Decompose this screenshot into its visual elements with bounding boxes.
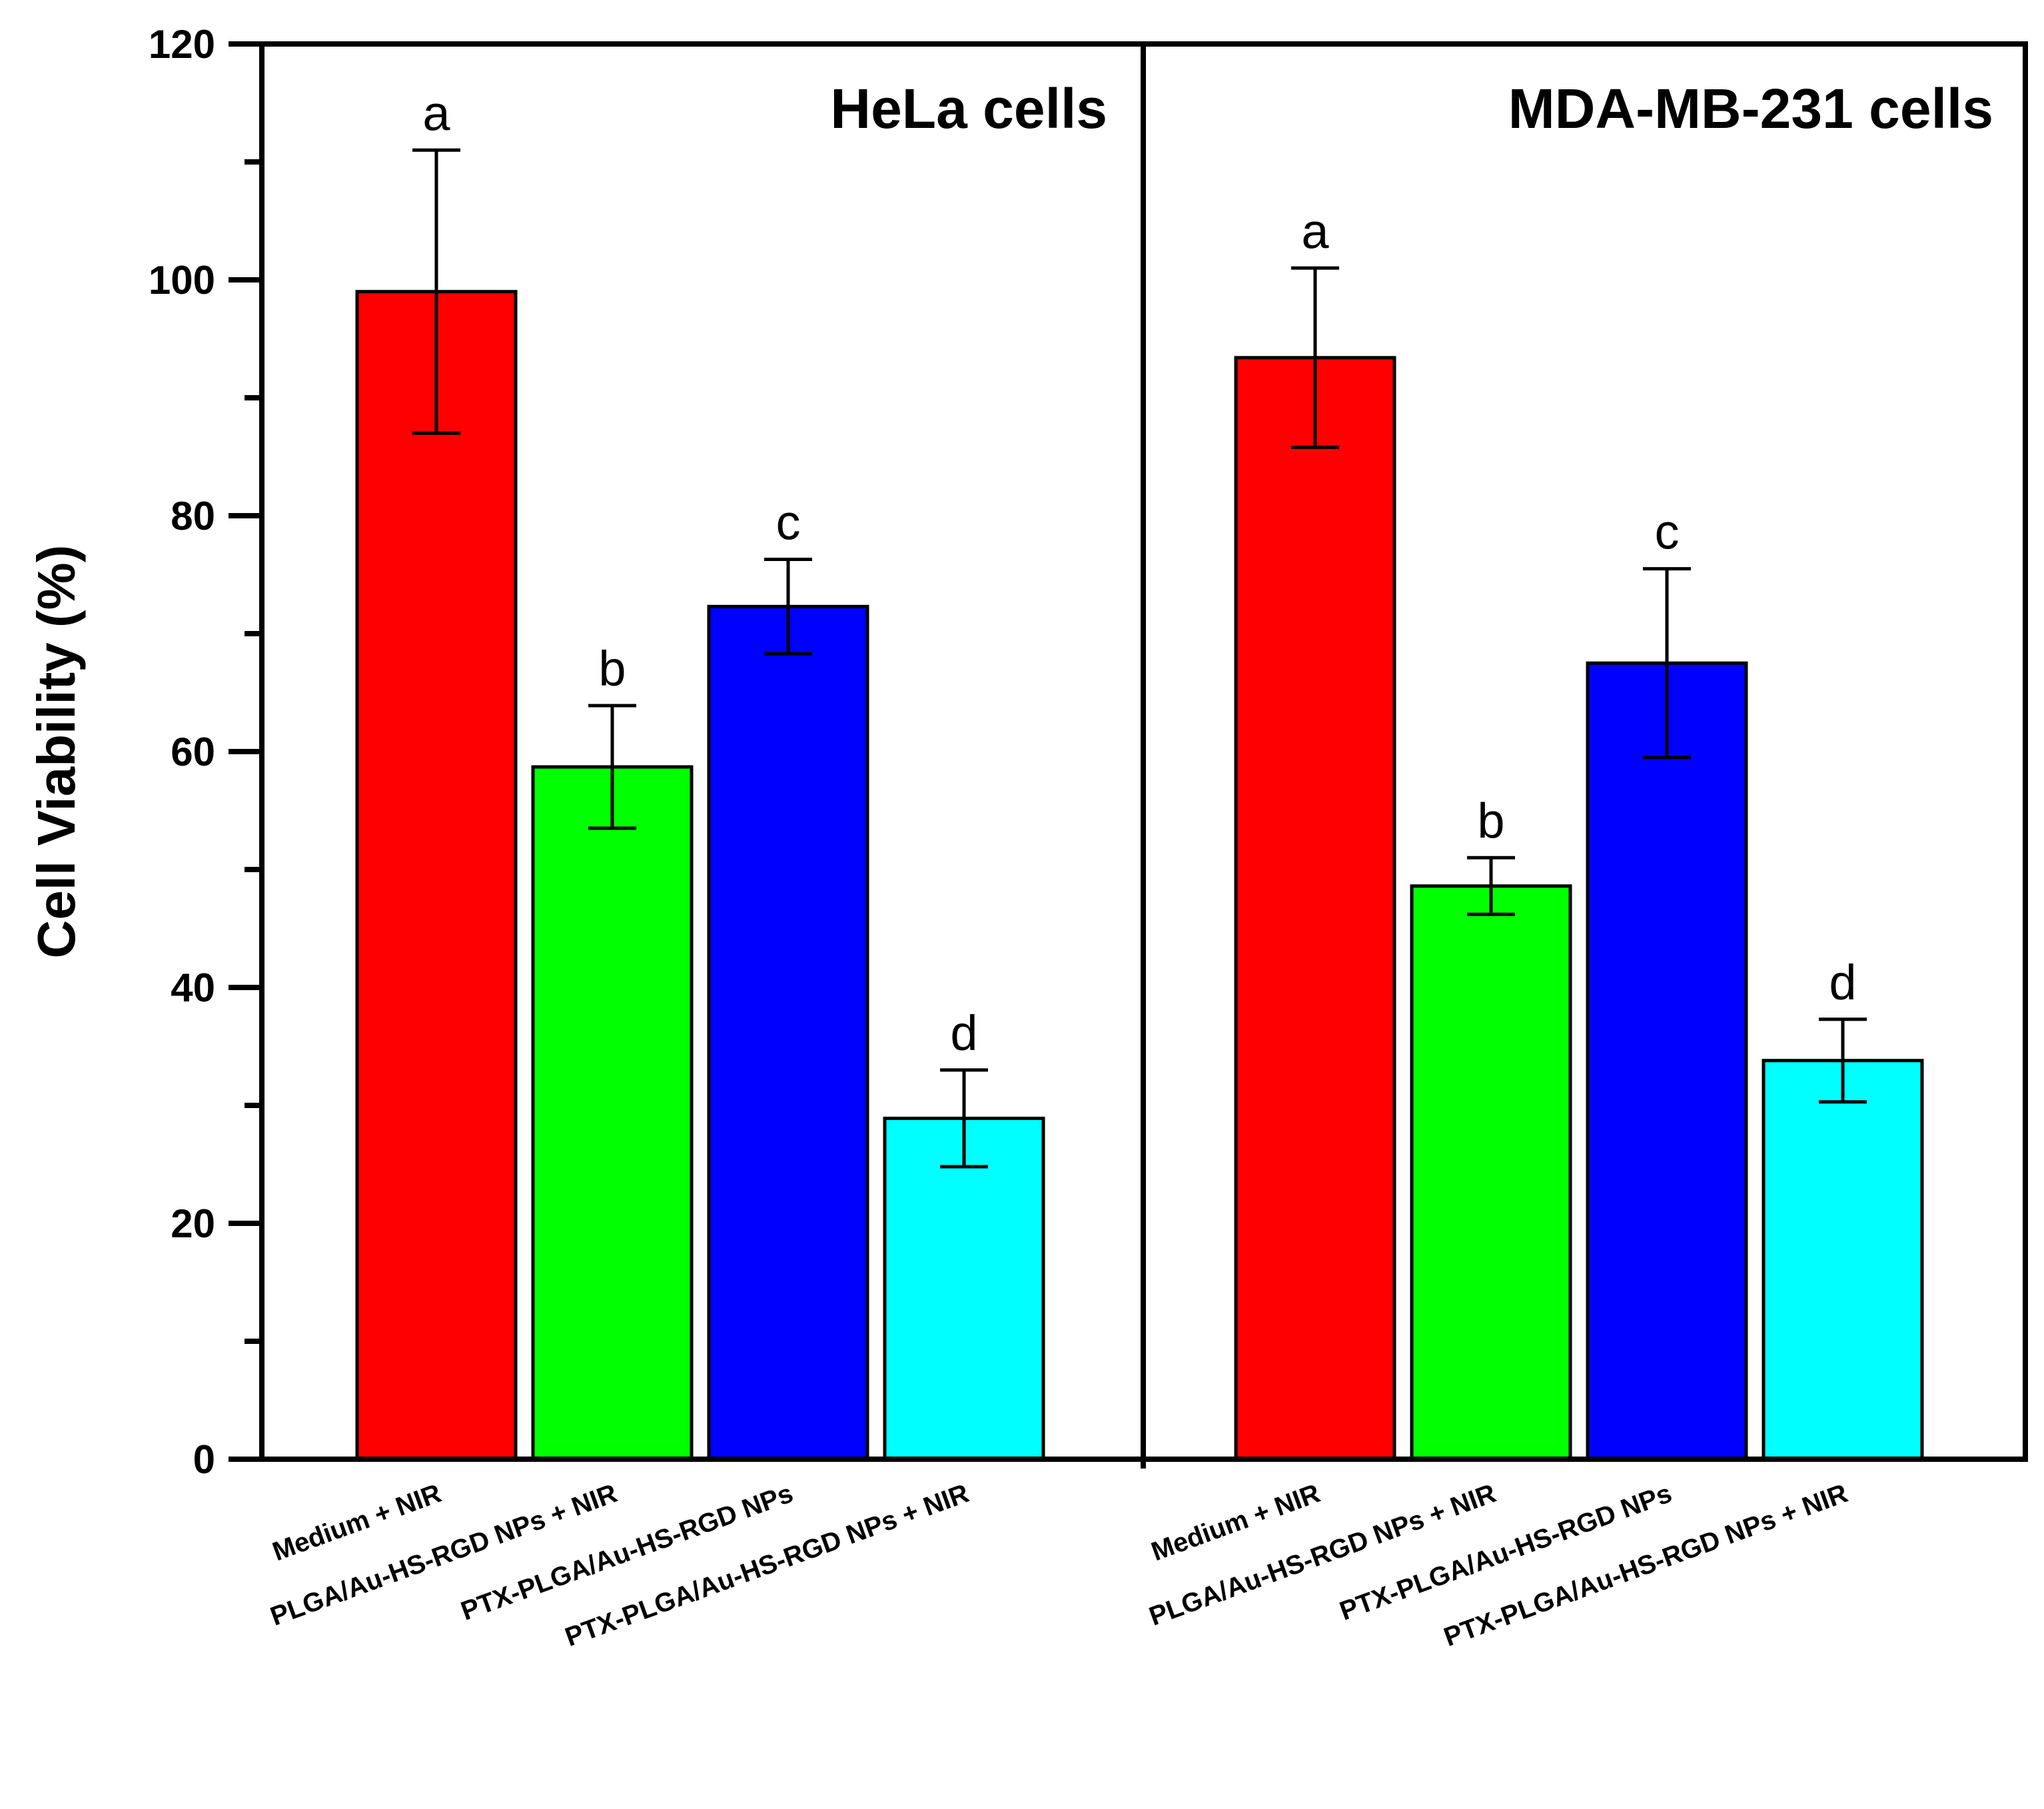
significance-letter: a bbox=[422, 85, 450, 141]
bar-hela-2 bbox=[531, 765, 694, 1461]
bar-mda-4 bbox=[1762, 1059, 1924, 1461]
y-tick-label: 60 bbox=[171, 730, 215, 774]
significance-letter: c bbox=[1655, 504, 1680, 560]
y-tick-label: 20 bbox=[171, 1201, 215, 1246]
bar-hela-3 bbox=[707, 604, 869, 1461]
y-tick-label: 100 bbox=[149, 258, 215, 302]
y-tick-label: 80 bbox=[171, 494, 215, 538]
bar-mda-1 bbox=[1234, 356, 1396, 1461]
significance-letter: d bbox=[1829, 955, 1856, 1010]
bar-mda-3 bbox=[1586, 661, 1748, 1461]
y-tick-label: 120 bbox=[149, 22, 215, 67]
x-category-label: PLGA/Au-HS-RGD NPs + NIR bbox=[266, 1479, 621, 1632]
significance-letter: a bbox=[1301, 203, 1329, 259]
error-bars bbox=[412, 148, 1867, 1169]
bar-hela-4 bbox=[883, 1116, 1045, 1461]
significance-letter: d bbox=[950, 1005, 977, 1061]
bars bbox=[355, 290, 1924, 1461]
significance-letters: a b c d a b c d bbox=[422, 85, 1856, 1061]
bar-mda-2 bbox=[1410, 884, 1572, 1461]
y-tick-label: 40 bbox=[171, 965, 215, 1010]
significance-letter: b bbox=[598, 641, 626, 696]
x-category-label: PLGA/Au-HS-RGD NPs + NIR bbox=[1145, 1479, 1500, 1632]
significance-letter: b bbox=[1477, 793, 1504, 848]
panel-title-hela: HeLa cells bbox=[830, 77, 1107, 140]
bar-hela-1 bbox=[355, 290, 518, 1461]
significance-letter: c bbox=[776, 494, 801, 550]
y-axis-ticks: 0 20 40 60 80 100 120 bbox=[149, 22, 262, 1482]
y-axis-title: Cell Viability (%) bbox=[27, 545, 86, 959]
panel-title-mda: MDA-MB-231 cells bbox=[1508, 77, 1993, 140]
y-tick-label: 0 bbox=[193, 1437, 215, 1482]
